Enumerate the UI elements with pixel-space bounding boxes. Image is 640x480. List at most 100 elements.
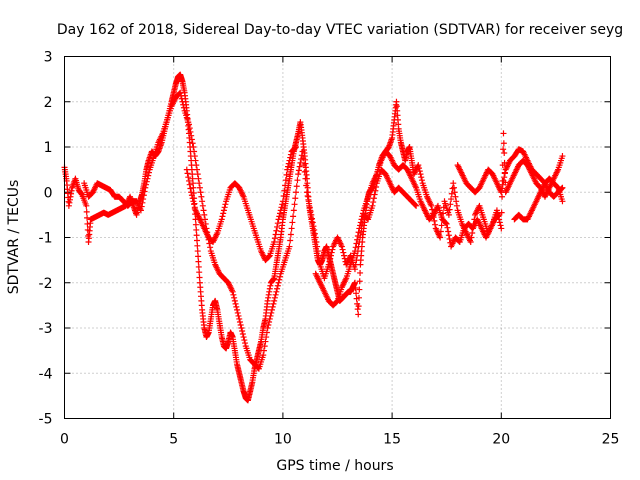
data-point-track-c <box>282 182 289 189</box>
data-point-track-a <box>451 189 458 196</box>
data-point-track-a <box>438 222 445 229</box>
data-point-track-b <box>143 181 150 188</box>
data-point-track-a <box>498 225 505 232</box>
data-point-track-f <box>559 198 566 205</box>
data-point-track-c <box>189 195 196 202</box>
data-point-track-b <box>276 273 283 280</box>
data-point-track-a <box>83 202 90 209</box>
data-point-track-d <box>359 210 366 217</box>
y-tick-label: -2 <box>39 276 53 292</box>
data-point-track-a <box>448 196 455 203</box>
data-point-track-e <box>499 181 506 188</box>
data-point-track-b <box>200 207 207 214</box>
data-point-track-b <box>341 252 348 259</box>
data-point-track-b <box>236 315 243 322</box>
data-point-track-d <box>495 212 502 219</box>
data-point-track-b <box>275 279 282 286</box>
data-point-track-b <box>301 162 308 169</box>
data-point-track-a <box>417 171 424 178</box>
data-point-track-d <box>333 298 340 305</box>
data-point-track-b <box>271 297 278 304</box>
data-point-track-b <box>297 159 304 166</box>
data-point-track-e <box>498 189 505 196</box>
data-point-track-b <box>327 252 334 259</box>
data-point-track-b <box>315 252 322 259</box>
data-point-track-c <box>188 192 195 199</box>
data-point-track-b <box>265 321 272 328</box>
data-point-track-f <box>554 183 561 190</box>
data-point-track-c <box>293 144 300 150</box>
data-point-track-b <box>339 246 346 253</box>
data-point-track-b <box>273 288 280 295</box>
data-point-track-c <box>219 213 226 220</box>
data-point-track-c <box>183 166 190 173</box>
data-point-track-b <box>266 318 273 325</box>
data-point-track-c <box>222 201 229 208</box>
x-tick-label: 10 <box>274 432 292 448</box>
data-point-track-d <box>443 220 450 227</box>
data-point-track-a <box>195 253 202 260</box>
x-axis-label: GPS time / hours <box>276 458 393 474</box>
data-point-track-c <box>185 174 192 181</box>
data-point-track-a <box>196 274 203 281</box>
data-point-track-b <box>187 128 194 135</box>
data-point-track-a <box>355 311 362 318</box>
data-point-track-a <box>195 263 202 270</box>
data-point-track-b <box>309 219 316 226</box>
data-point-track-b <box>287 237 294 244</box>
data-point-track-c <box>283 171 290 178</box>
data-point-track-d <box>359 213 366 220</box>
data-point-track-a <box>193 232 200 239</box>
data-point-track-a <box>194 242 201 249</box>
data-point-track-b <box>143 178 150 185</box>
data-point-track-a <box>500 146 507 153</box>
data-point-track-b <box>263 329 270 336</box>
data-point-track-c <box>221 204 228 211</box>
data-point-track-a <box>467 239 474 246</box>
data-point-track-c <box>284 166 291 173</box>
data-point-track-a <box>468 234 475 241</box>
data-point-track-b <box>145 169 152 176</box>
data-point-track-b <box>261 343 268 350</box>
data-point-track-a <box>356 286 363 293</box>
y-tick-label: -1 <box>39 231 53 247</box>
data-point-track-b <box>311 230 318 237</box>
data-point-track-c <box>186 181 193 188</box>
data-point-track-b <box>199 202 206 209</box>
data-point-track-c <box>273 227 280 234</box>
data-point-track-b <box>145 172 152 179</box>
data-point-track-c <box>287 154 294 161</box>
data-point-track-b <box>268 309 275 316</box>
data-point-track-b <box>295 171 302 178</box>
data-point-track-b <box>201 211 208 218</box>
data-point-track-b <box>286 243 293 250</box>
y-tick-label: -5 <box>39 412 53 428</box>
data-point-track-b <box>316 257 323 264</box>
data-point-track-b <box>303 189 310 196</box>
data-point-track-b <box>137 207 144 214</box>
x-tick-label: 0 <box>60 432 69 448</box>
data-point-track-b <box>238 325 245 331</box>
data-point-track-a <box>190 184 197 191</box>
data-point-track-c <box>220 207 227 214</box>
x-tick-label: 20 <box>492 432 510 448</box>
data-point-track-b <box>290 207 297 214</box>
data-point-track-b <box>272 291 279 298</box>
data-point-track-a <box>453 202 460 209</box>
data-point-track-c <box>191 204 198 211</box>
data-point-track-d <box>444 224 451 231</box>
data-point-track-b <box>260 347 267 354</box>
data-point-track-b <box>139 199 146 206</box>
data-point-track-b <box>189 140 196 147</box>
data-point-track-b <box>179 98 186 105</box>
data-point-track-c <box>279 201 286 208</box>
data-point-track-b <box>413 202 420 209</box>
data-point-track-b <box>262 338 269 345</box>
data-point-track-b <box>329 246 336 253</box>
data-point-track-b <box>193 162 200 169</box>
data-point-track-b <box>309 215 316 222</box>
data-point-track-a <box>446 206 453 213</box>
data-point-track-a <box>450 180 457 187</box>
data-point-track-a <box>196 269 203 276</box>
data-point-track-a <box>415 162 422 169</box>
